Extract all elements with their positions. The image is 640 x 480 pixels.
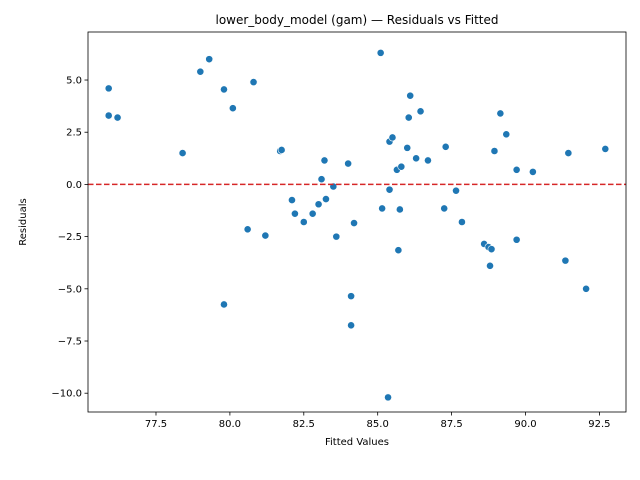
- data-point: [528, 167, 537, 176]
- data-point: [440, 204, 449, 213]
- data-point: [496, 109, 505, 118]
- x-tick-label: 77.5: [145, 419, 167, 430]
- data-point: [424, 156, 432, 165]
- y-tick-label: −5.0: [58, 284, 82, 295]
- y-tick-label: −2.5: [58, 232, 82, 243]
- data-point: [220, 85, 228, 94]
- data-point: [397, 162, 406, 171]
- data-point: [288, 196, 296, 204]
- data-point: [317, 175, 326, 184]
- x-axis-label: Fitted Values: [325, 437, 389, 448]
- x-tick-label: 90.0: [514, 419, 536, 430]
- data-point: [384, 393, 392, 402]
- data-point: [277, 146, 286, 154]
- chart-title: lower_body_model (gam) — Residuals vs Fi…: [215, 13, 498, 27]
- x-tick-label: 85.0: [367, 419, 389, 430]
- data-point: [344, 159, 353, 168]
- y-axis-ticks: −10.0 −7.5 −5.0 −2.5 0.0 2.5 5.0: [51, 76, 88, 400]
- data-point: [104, 84, 113, 93]
- data-point: [564, 149, 573, 157]
- data-point: [347, 321, 355, 330]
- data-point: [299, 218, 308, 226]
- data-point: [403, 143, 412, 152]
- plot-area: [104, 48, 610, 402]
- data-point: [220, 300, 228, 309]
- data-point: [561, 256, 570, 265]
- data-point: [261, 231, 270, 240]
- data-point: [395, 205, 404, 214]
- data-point: [458, 218, 466, 226]
- data-point: [178, 149, 187, 157]
- data-point: [502, 130, 511, 139]
- data-point: [487, 245, 496, 254]
- x-tick-label: 87.5: [440, 419, 462, 430]
- data-point: [249, 78, 258, 87]
- data-point: [113, 113, 122, 122]
- x-axis-ticks: 77.5 80.0 82.5 85.0 87.5 90.0 92.5: [145, 412, 611, 430]
- data-point: [376, 48, 385, 57]
- y-tick-label: −10.0: [51, 389, 82, 400]
- data-point: [404, 113, 413, 122]
- data-point: [412, 154, 421, 163]
- data-point: [601, 145, 610, 153]
- data-point: [512, 165, 521, 174]
- data-point: [205, 55, 214, 64]
- axes-frame: [87, 31, 627, 413]
- x-tick-label: 92.5: [588, 419, 610, 430]
- data-point: [228, 104, 237, 113]
- y-tick-label: −7.5: [58, 337, 82, 348]
- x-tick-label: 80.0: [219, 419, 241, 430]
- y-tick-label: 0.0: [66, 180, 82, 191]
- data-point: [243, 225, 252, 234]
- data-point: [332, 232, 341, 241]
- data-point: [104, 111, 113, 120]
- data-point: [490, 147, 499, 155]
- y-tick-label: 5.0: [66, 76, 82, 87]
- data-point: [308, 209, 317, 218]
- data-point: [406, 91, 415, 100]
- data-point: [314, 200, 323, 209]
- data-point: [512, 235, 521, 244]
- data-point: [196, 67, 205, 76]
- data-point: [441, 142, 450, 151]
- data-point: [416, 107, 425, 116]
- data-point: [582, 284, 590, 293]
- data-point: [394, 246, 403, 255]
- data-point: [378, 204, 387, 213]
- data-point: [291, 209, 299, 218]
- data-point: [347, 292, 355, 301]
- y-axis-label: Residuals: [18, 198, 29, 245]
- data-point: [320, 156, 329, 165]
- x-tick-label: 82.5: [293, 419, 315, 430]
- data-point: [486, 261, 494, 270]
- y-tick-label: 2.5: [66, 128, 82, 139]
- data-point: [388, 133, 397, 142]
- data-point: [452, 186, 460, 195]
- data-point: [385, 185, 394, 194]
- data-point: [350, 219, 358, 227]
- data-point: [322, 195, 330, 203]
